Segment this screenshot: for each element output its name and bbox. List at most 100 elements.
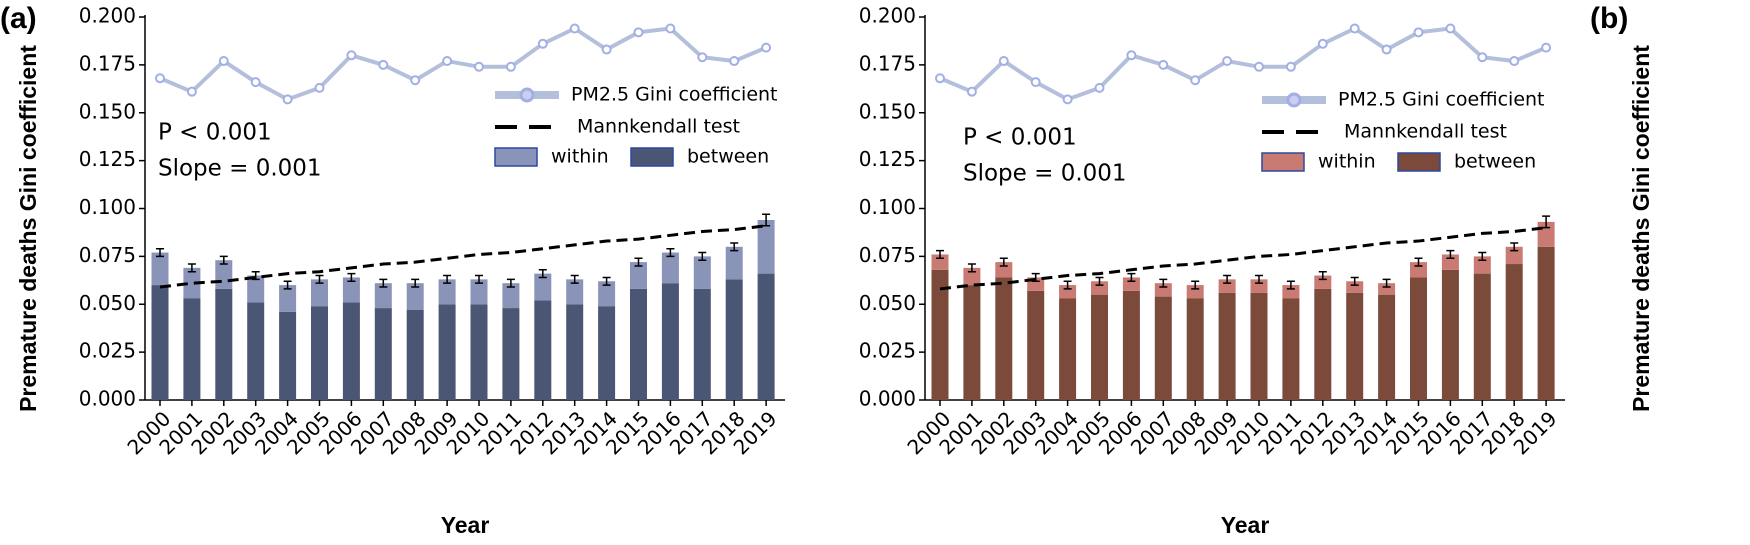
panel-label: (a) — [0, 2, 37, 35]
gini-marker — [474, 61, 484, 72]
legend-label: within — [1318, 151, 1376, 173]
bar-segment — [1314, 275, 1332, 289]
gini-marker — [1541, 42, 1552, 53]
y-tick-label: 0.125 — [79, 147, 136, 171]
bar-segment — [1282, 285, 1300, 299]
bar-segment — [1410, 277, 1427, 400]
bar-segment — [566, 279, 584, 305]
bar-segment — [1537, 246, 1555, 400]
annotation: Slope = 0.001 — [158, 156, 322, 182]
error-bar — [538, 269, 547, 279]
panel: (b) 0.000 0.025 0.050 0.075 0.100 0.125 0.150 0.… — [859, 2, 1654, 538]
error-bar — [1127, 272, 1136, 283]
bar-segment — [1059, 285, 1077, 299]
error-bar — [1095, 276, 1104, 286]
bar-segment — [1250, 279, 1268, 293]
error-bar — [411, 278, 420, 288]
y-tick-label: 0.075 — [79, 243, 136, 267]
gini-marker — [1158, 59, 1169, 70]
gini-marker — [1094, 82, 1105, 93]
x-axis-label: Year — [1221, 512, 1270, 538]
error-bar — [1478, 251, 1487, 261]
annotation: P < 0.001 — [158, 120, 272, 146]
y-tick-label: 0.025 — [79, 339, 136, 363]
bar-segment — [406, 309, 424, 400]
bar-segment — [374, 283, 392, 309]
gini-marker — [1030, 77, 1041, 88]
error-bar — [1223, 274, 1232, 284]
error-bar — [666, 247, 675, 258]
bar-segment — [534, 300, 552, 400]
bar-segment — [470, 304, 488, 400]
gini-marker — [1254, 61, 1264, 72]
bar-segment — [311, 306, 328, 400]
bar-segment — [1282, 298, 1300, 400]
gini-marker — [1222, 56, 1233, 67]
y-tick-label: 0.200 — [859, 4, 916, 28]
error-bar — [251, 270, 260, 281]
bar-segment — [1441, 254, 1459, 270]
bar-segment — [693, 256, 711, 289]
gini-marker — [1381, 44, 1392, 55]
gini-marker — [537, 38, 548, 49]
bar-segment — [1122, 277, 1140, 291]
error-bar — [698, 251, 707, 261]
bar-segment — [247, 275, 265, 303]
gini-marker — [1285, 61, 1296, 72]
bar-segment — [342, 302, 360, 400]
gini-marker — [282, 94, 293, 105]
bar-segment — [374, 308, 392, 400]
bar-segment — [1122, 290, 1140, 400]
error-bar — [967, 263, 976, 273]
legend-label: within — [551, 146, 609, 168]
error-bar — [762, 213, 771, 227]
error-bar — [1031, 272, 1040, 283]
gini-marker — [505, 61, 516, 72]
error-bar — [1382, 278, 1391, 288]
y-tick-label: 0.150 — [859, 99, 916, 123]
error-bar — [1063, 280, 1072, 290]
bar-segment — [963, 267, 981, 286]
bar-segment — [725, 279, 743, 400]
bar-segment — [1505, 264, 1523, 400]
bar-segment — [183, 267, 201, 299]
bar-segment — [630, 288, 647, 400]
error-bar — [1542, 215, 1551, 229]
error-bar — [1446, 249, 1455, 260]
bar-segment — [151, 285, 169, 400]
error-bar — [156, 247, 164, 258]
y-tick-label: 0.175 — [859, 51, 916, 75]
bar-segment — [598, 281, 616, 307]
annotation: P < 0.001 — [963, 125, 1077, 151]
bar-segment — [1091, 294, 1108, 400]
bar-segment — [215, 288, 233, 400]
bar-segment — [995, 277, 1013, 400]
gini-marker — [1349, 23, 1360, 34]
error-bar — [187, 263, 196, 273]
error-bar — [1318, 270, 1327, 281]
legend-label: PM2.5 Gini coefficient — [571, 84, 778, 106]
bar-segment — [1473, 256, 1491, 274]
bar-segment — [1314, 288, 1332, 400]
gini-marker — [729, 56, 740, 67]
bar-segment — [661, 252, 679, 284]
error-bar — [283, 280, 292, 290]
bar-segment — [931, 254, 949, 270]
bar-segment — [438, 304, 456, 400]
gini-marker — [1413, 27, 1424, 38]
gini-marker — [218, 56, 229, 67]
error-bar — [315, 274, 324, 284]
bar-segment — [1250, 292, 1268, 400]
annotation: Slope = 0.001 — [963, 161, 1127, 187]
bar-segment — [757, 273, 775, 400]
gini-marker — [1317, 38, 1328, 49]
error-bar — [506, 278, 515, 288]
gini-marker — [1062, 94, 1073, 105]
bar-segment — [1027, 290, 1045, 400]
y-tick-label: 0.150 — [79, 99, 136, 123]
gini-marker — [442, 56, 453, 67]
bar-segment — [470, 279, 488, 305]
bar-segment — [279, 311, 297, 400]
bar-segment — [1410, 262, 1427, 278]
